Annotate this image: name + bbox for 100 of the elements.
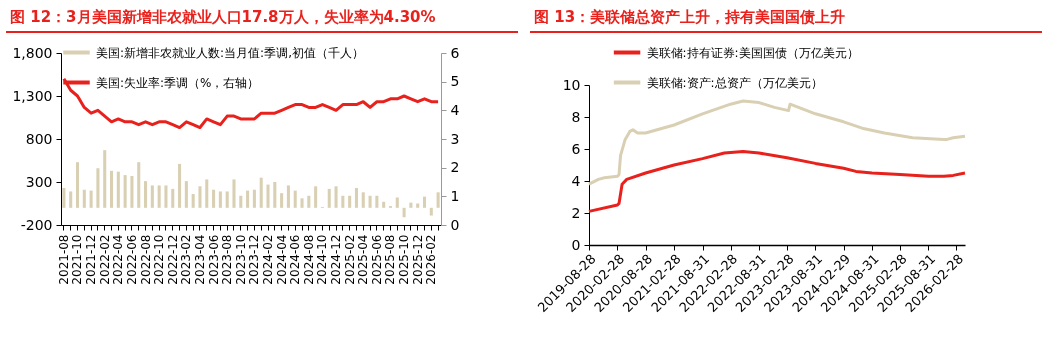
- legend-label: 美国:新增非农就业人数:当月值:季调,初值（千人）: [96, 45, 364, 60]
- x-tick-label: 2025-06: [369, 234, 384, 285]
- bar: [144, 181, 148, 208]
- x-tick-label: 2022-06: [124, 234, 139, 285]
- x-tick-label: 2023-10: [233, 234, 248, 285]
- y2-tick-label: 1: [450, 187, 460, 204]
- x-tick-label: 2022-10: [152, 234, 167, 285]
- bar: [225, 191, 229, 208]
- chart-title: 图 12：3月美国新增非农就业人口17.8万人，失业率为4.30%: [6, 6, 518, 33]
- legend-label: 美联储:资产:总资产（万亿美元）: [646, 75, 823, 90]
- bar: [429, 207, 433, 216]
- bar: [246, 190, 250, 208]
- y2-tick-label: 6: [450, 44, 460, 61]
- bar: [103, 150, 107, 208]
- bar: [334, 186, 338, 208]
- bar: [157, 185, 161, 208]
- bar: [82, 189, 86, 208]
- bar: [75, 162, 80, 208]
- x-tick-label: 2025-02: [342, 234, 357, 285]
- bar: [96, 168, 100, 208]
- y2-tick-label: 4: [450, 101, 460, 118]
- bar: [164, 185, 168, 208]
- bar: [232, 179, 236, 208]
- bar: [354, 188, 358, 208]
- bar: [307, 195, 311, 208]
- x-tick-label: 2022-08: [138, 234, 153, 285]
- bar: [218, 191, 222, 208]
- y-tick-label: 8: [571, 108, 581, 125]
- x-tick-label: 2021-12: [84, 234, 99, 285]
- chart-title: 图 13：美联储总资产上升，持有美国国债上升: [530, 6, 1042, 33]
- bar: [280, 193, 284, 208]
- line-series: [587, 99, 967, 186]
- x-tick-label: 2025-10: [397, 234, 412, 285]
- y-tick-label: 4: [571, 172, 581, 189]
- bar: [300, 198, 304, 208]
- y-tick-label: -200: [20, 216, 53, 233]
- x-tick-label: 2026-02: [424, 234, 439, 285]
- x-tick-label: 2023-04: [192, 234, 207, 285]
- x-tick-label: 2022-04: [111, 234, 126, 285]
- bar: [198, 186, 202, 208]
- y2-tick-label: 5: [450, 73, 460, 90]
- bar: [137, 162, 141, 208]
- y2-tick-label: 0: [450, 216, 460, 233]
- y-tick-label: 800: [25, 130, 53, 147]
- x-tick-label: 2021-10: [70, 234, 85, 285]
- y-tick-label: 1,800: [12, 44, 53, 61]
- x-tick-label: 2025-04: [356, 234, 371, 285]
- x-tick-label: 2024-04: [274, 234, 289, 285]
- bar: [171, 188, 175, 208]
- bar: [368, 195, 372, 208]
- bar: [266, 184, 270, 208]
- bar: [205, 179, 209, 208]
- x-tick-label: 2024-10: [315, 234, 330, 285]
- x-tick-label: 2024-06: [288, 234, 303, 285]
- bar: [109, 170, 114, 208]
- bar: [259, 177, 263, 208]
- y-tick-label: 6: [571, 140, 581, 157]
- bar: [402, 207, 406, 218]
- y2-tick-label: 2: [450, 159, 460, 176]
- bar: [178, 163, 182, 208]
- line-series: [62, 77, 440, 130]
- x-tick-label: 2023-12: [247, 234, 262, 285]
- x-tick-label: 2024-02: [261, 234, 276, 285]
- y-tick-label: 300: [25, 173, 53, 190]
- x-tick-label: 2022-12: [165, 234, 180, 285]
- bar: [314, 186, 318, 208]
- bar: [382, 201, 386, 208]
- bar: [184, 181, 188, 208]
- x-tick-label: 2022-02: [97, 234, 112, 285]
- y-tick-label: 0: [571, 236, 581, 253]
- y-tick-label: 10: [562, 76, 581, 93]
- bar: [395, 197, 399, 208]
- line-series: [587, 149, 967, 213]
- bar: [341, 195, 345, 208]
- bar: [361, 192, 365, 208]
- y2-tick-label: 3: [450, 130, 460, 147]
- bar: [69, 191, 73, 208]
- bar: [409, 202, 413, 208]
- bar: [293, 190, 297, 208]
- x-tick-label: 2025-08: [383, 234, 398, 285]
- bar: [436, 192, 440, 208]
- bar: [286, 185, 290, 208]
- bar: [422, 196, 427, 208]
- bar: [89, 190, 93, 208]
- y-tick-label: 1,300: [12, 87, 53, 104]
- bar: [150, 185, 154, 208]
- x-tick-label: 2024-08: [301, 234, 316, 285]
- bar: [348, 195, 352, 208]
- bar: [123, 175, 127, 208]
- x-tick-label: 2025-12: [410, 234, 425, 285]
- bar: [375, 195, 379, 208]
- legend-label: 美联储:持有证券:美国国债（万亿美元）: [646, 45, 859, 60]
- x-tick-label: 2023-02: [179, 234, 194, 285]
- y-tick-label: 2: [571, 204, 581, 221]
- bar: [239, 195, 243, 208]
- bar: [327, 188, 331, 208]
- bar: [252, 189, 256, 208]
- x-tick-label: 2023-08: [220, 234, 235, 285]
- x-tick-label: 2023-06: [206, 234, 221, 285]
- bar: [116, 171, 120, 208]
